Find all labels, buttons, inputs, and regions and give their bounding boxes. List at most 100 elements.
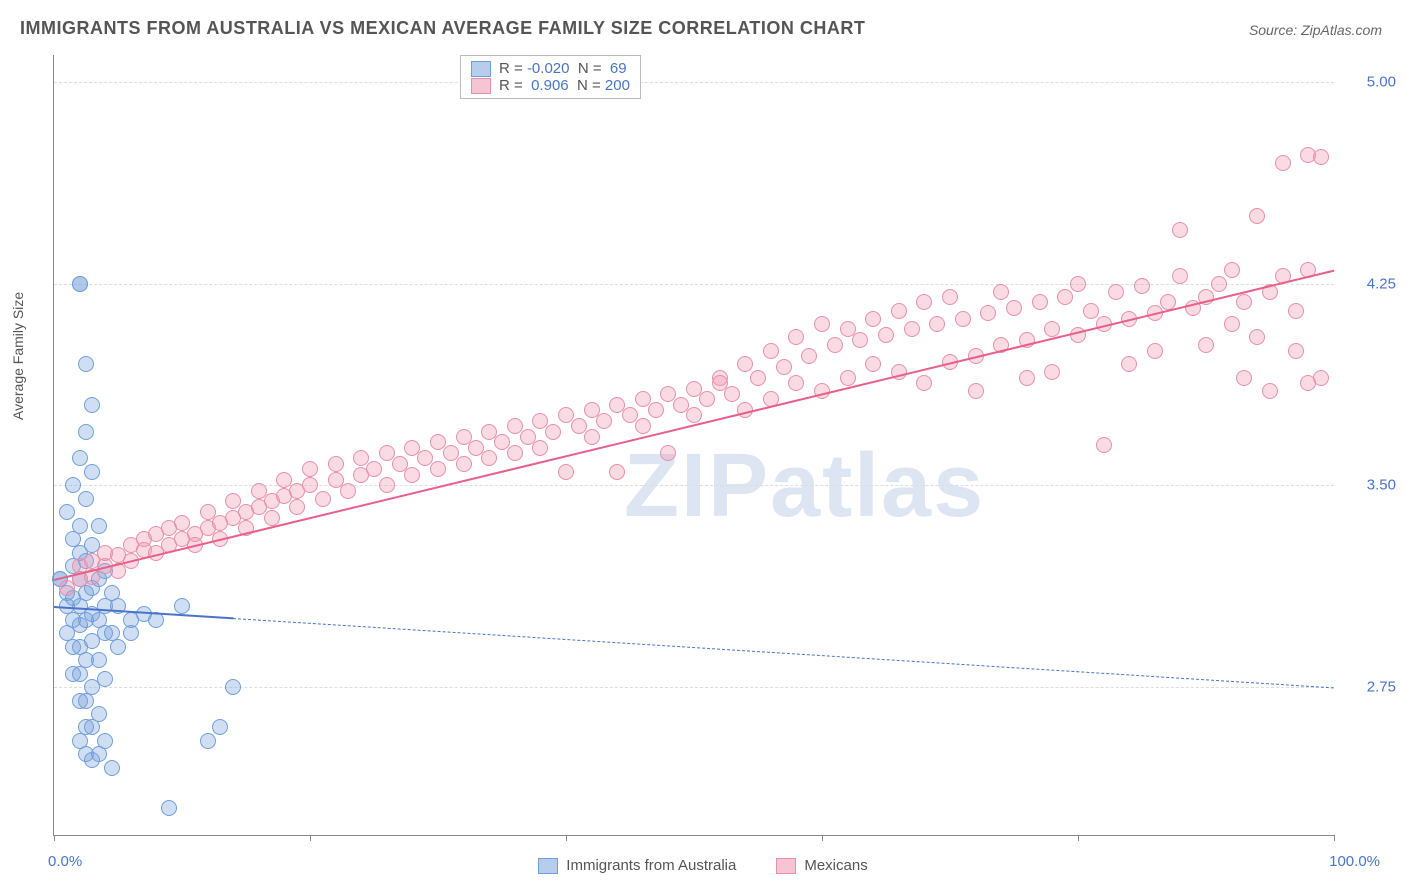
data-point bbox=[72, 518, 88, 534]
legend-row: R = 0.906 N = 200 bbox=[471, 77, 630, 94]
data-point bbox=[1083, 303, 1099, 319]
data-point bbox=[1211, 276, 1227, 292]
data-point bbox=[1249, 329, 1265, 345]
data-point bbox=[699, 391, 715, 407]
data-point bbox=[212, 719, 228, 735]
data-point bbox=[1057, 289, 1073, 305]
data-point bbox=[929, 316, 945, 332]
data-point bbox=[174, 598, 190, 614]
data-point bbox=[980, 305, 996, 321]
data-point bbox=[852, 332, 868, 348]
data-point bbox=[225, 679, 241, 695]
data-point bbox=[750, 370, 766, 386]
data-point bbox=[65, 477, 81, 493]
data-point bbox=[993, 284, 1009, 300]
x-tick bbox=[1334, 835, 1335, 841]
data-point bbox=[891, 303, 907, 319]
data-point bbox=[955, 311, 971, 327]
x-tick bbox=[54, 835, 55, 841]
data-point bbox=[1121, 356, 1137, 372]
data-point bbox=[558, 464, 574, 480]
x-tick bbox=[822, 835, 823, 841]
data-point bbox=[104, 760, 120, 776]
data-point bbox=[1224, 262, 1240, 278]
data-point bbox=[1236, 294, 1252, 310]
data-point bbox=[584, 429, 600, 445]
x-tick bbox=[1078, 835, 1079, 841]
data-point bbox=[97, 671, 113, 687]
data-point bbox=[686, 407, 702, 423]
data-point bbox=[366, 461, 382, 477]
data-point bbox=[1096, 437, 1112, 453]
chart-plot-area: ZIPatlas bbox=[53, 55, 1334, 836]
series-legend: Immigrants from Australia Mexicans bbox=[0, 857, 1406, 874]
data-point bbox=[91, 706, 107, 722]
data-point bbox=[968, 383, 984, 399]
x-tick bbox=[566, 835, 567, 841]
data-point bbox=[942, 289, 958, 305]
data-point bbox=[507, 445, 523, 461]
data-point bbox=[532, 440, 548, 456]
data-point bbox=[1032, 294, 1048, 310]
y-axis-label: Average Family Size bbox=[10, 292, 26, 420]
data-point bbox=[161, 800, 177, 816]
data-point bbox=[456, 456, 472, 472]
data-point bbox=[596, 413, 612, 429]
data-point bbox=[481, 450, 497, 466]
series-legend-label: Immigrants from Australia bbox=[566, 857, 736, 874]
data-point bbox=[776, 359, 792, 375]
data-point bbox=[59, 504, 75, 520]
data-point bbox=[1249, 208, 1265, 224]
gridline bbox=[54, 687, 1334, 688]
y-tick-label: 2.75 bbox=[1367, 679, 1396, 696]
data-point bbox=[788, 375, 804, 391]
gridline bbox=[54, 485, 1334, 486]
data-point bbox=[660, 445, 676, 461]
data-point bbox=[865, 311, 881, 327]
data-point bbox=[200, 733, 216, 749]
data-point bbox=[72, 450, 88, 466]
legend-row: R = -0.020 N = 69 bbox=[471, 60, 630, 77]
data-point bbox=[1262, 383, 1278, 399]
gridline bbox=[54, 82, 1334, 83]
data-point bbox=[840, 370, 856, 386]
trend-line bbox=[233, 618, 1334, 688]
data-point bbox=[1313, 370, 1329, 386]
data-point bbox=[609, 464, 625, 480]
data-point bbox=[1108, 284, 1124, 300]
data-point bbox=[814, 316, 830, 332]
data-point bbox=[78, 356, 94, 372]
stats-legend: R = -0.020 N = 69R = 0.906 N = 200 bbox=[460, 55, 641, 99]
data-point bbox=[91, 652, 107, 668]
data-point bbox=[1313, 149, 1329, 165]
watermark-text: ZIPatlas bbox=[624, 435, 985, 538]
data-point bbox=[788, 329, 804, 345]
data-point bbox=[72, 276, 88, 292]
data-point bbox=[1172, 222, 1188, 238]
data-point bbox=[302, 477, 318, 493]
data-point bbox=[1236, 370, 1252, 386]
data-point bbox=[91, 518, 107, 534]
series-legend-label: Mexicans bbox=[804, 857, 867, 874]
data-point bbox=[763, 343, 779, 359]
data-point bbox=[1172, 268, 1188, 284]
legend-swatch bbox=[538, 858, 558, 874]
data-point bbox=[635, 418, 651, 434]
data-point bbox=[328, 456, 344, 472]
data-point bbox=[724, 386, 740, 402]
data-point bbox=[1288, 343, 1304, 359]
data-point bbox=[1006, 300, 1022, 316]
data-point bbox=[1198, 337, 1214, 353]
data-point bbox=[404, 467, 420, 483]
legend-swatch bbox=[471, 78, 491, 94]
data-point bbox=[1275, 155, 1291, 171]
data-point bbox=[1224, 316, 1240, 332]
data-point bbox=[904, 321, 920, 337]
data-point bbox=[916, 294, 932, 310]
data-point bbox=[878, 327, 894, 343]
data-point bbox=[97, 733, 113, 749]
data-point bbox=[1070, 276, 1086, 292]
data-point bbox=[379, 477, 395, 493]
data-point bbox=[1044, 364, 1060, 380]
data-point bbox=[865, 356, 881, 372]
